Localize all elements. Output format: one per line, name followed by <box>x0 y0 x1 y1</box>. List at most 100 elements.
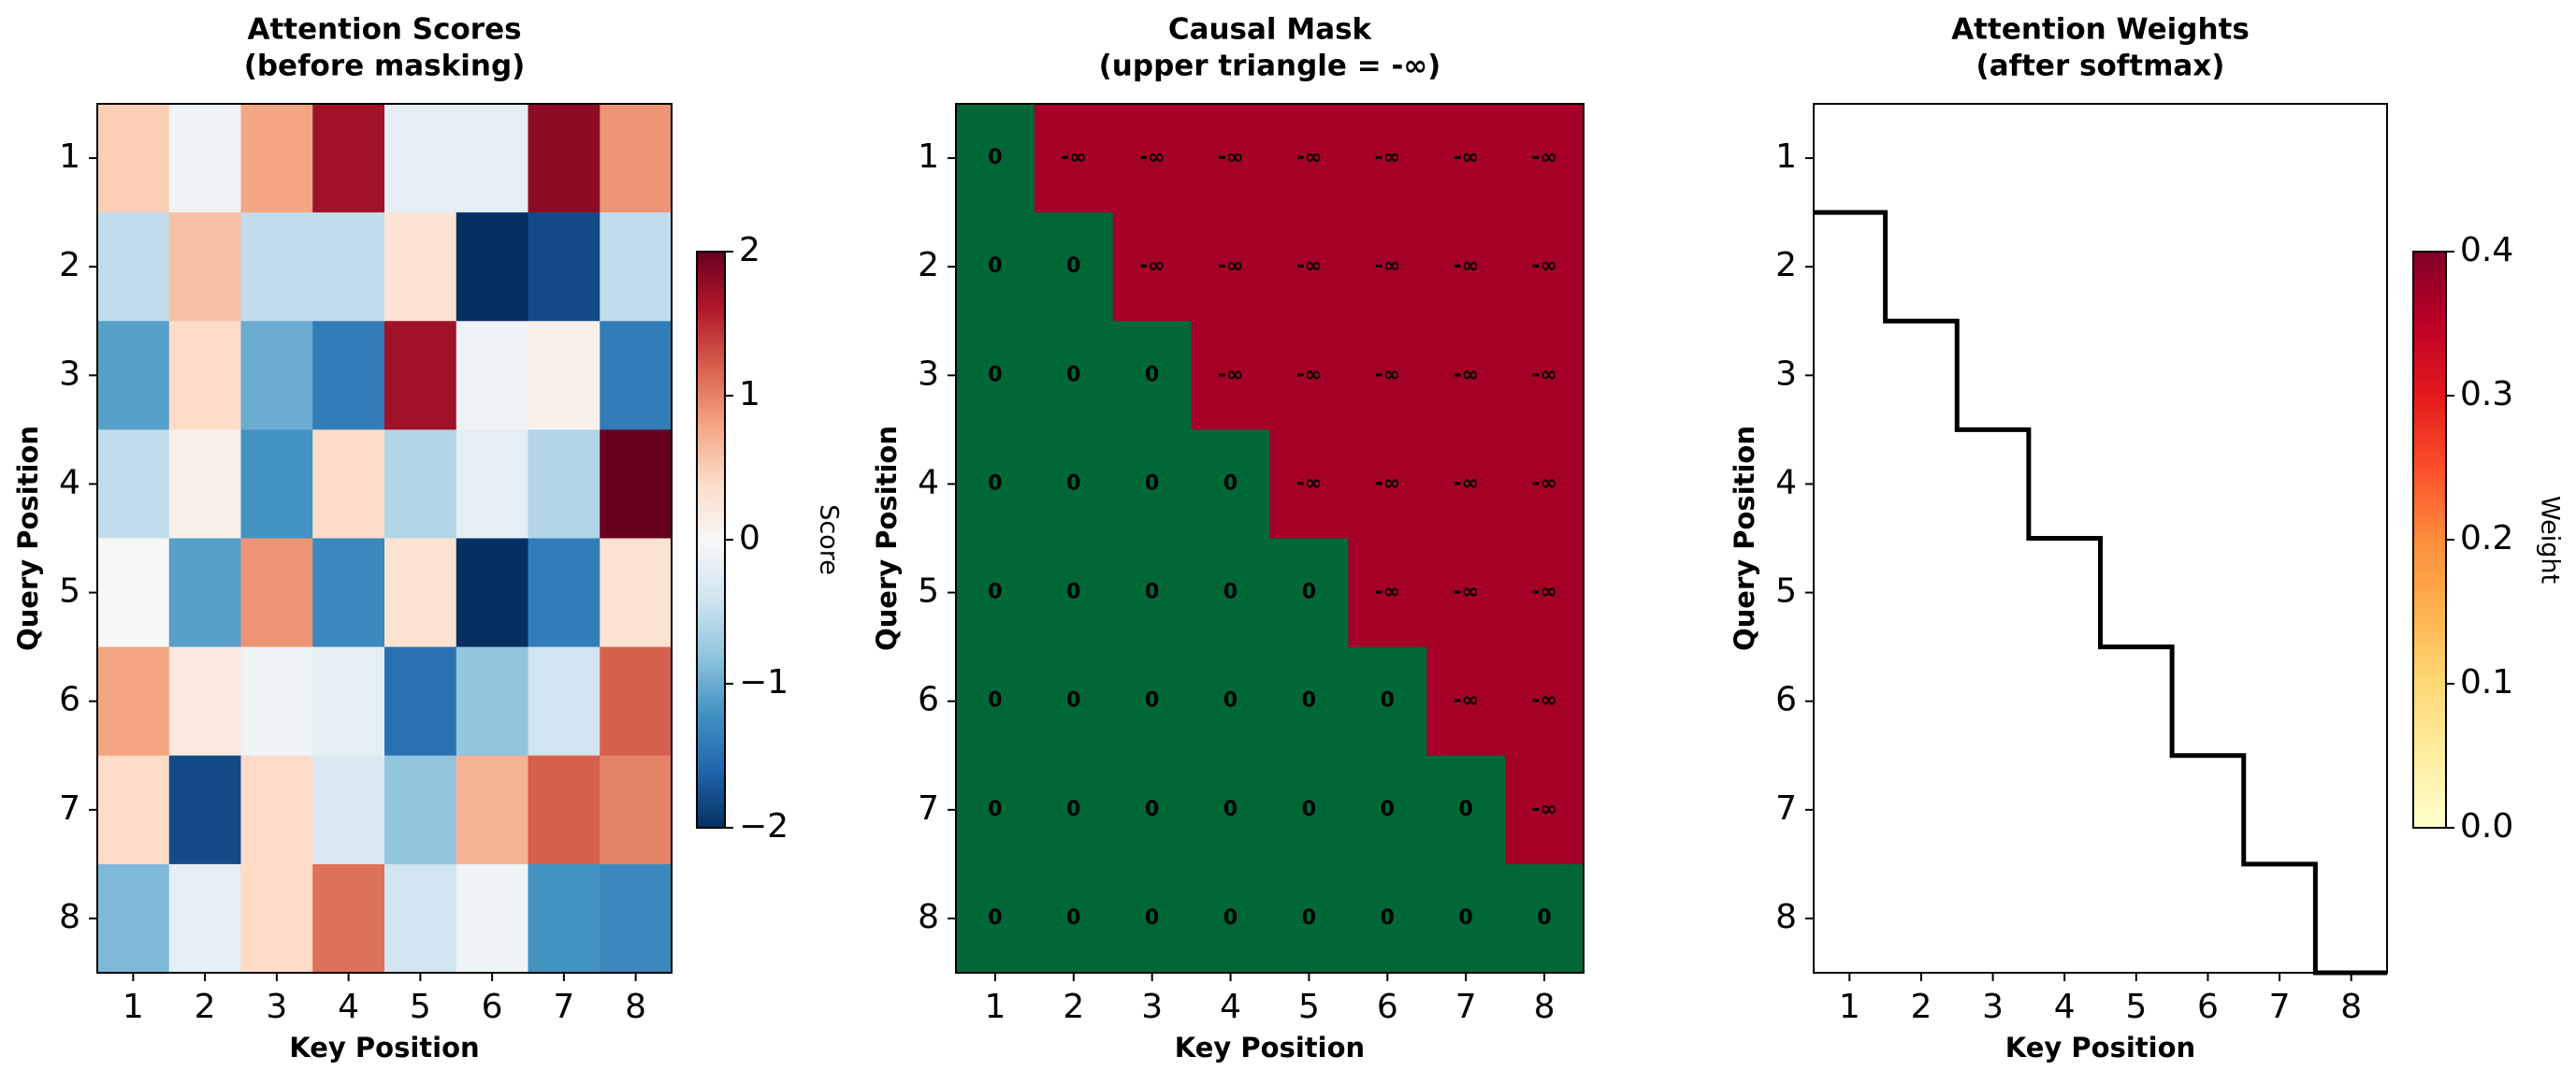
y-tick-label: 4 <box>59 463 80 501</box>
y-axis-label: Query Position <box>12 426 44 651</box>
cell-label: 0 <box>1066 689 1080 713</box>
colorbar <box>696 251 726 829</box>
heatmap-cell <box>600 212 673 322</box>
heatmap-cell <box>528 863 601 974</box>
y-tick-label: 5 <box>59 572 80 611</box>
y-tick-label: 4 <box>1775 463 1797 501</box>
cell-label: -∞ <box>1531 798 1556 821</box>
colorbar-tick-label: −2 <box>739 807 789 846</box>
y-tick-label: 2 <box>918 246 939 284</box>
chart-title: (after softmax) <box>1976 50 2225 83</box>
y-tick-label: 6 <box>1775 681 1797 719</box>
mask-cell <box>1348 321 1427 430</box>
mask-cell <box>1426 212 1506 322</box>
x-tick-label: 6 <box>482 988 503 1026</box>
mask-cell <box>1505 863 1585 974</box>
mask-cell <box>1348 538 1427 648</box>
cell-label: 0 <box>1302 906 1316 930</box>
heatmap-cell <box>600 646 673 757</box>
x-axis-label: Key Position <box>2005 1032 2195 1063</box>
heatmap-cell <box>384 755 457 865</box>
heatmap-cell <box>240 863 313 974</box>
mask-cell <box>1426 321 1506 430</box>
cell-label: 0 <box>1066 798 1080 821</box>
mask-cell <box>956 538 1035 648</box>
mask-cell <box>956 321 1035 430</box>
y-tick-label: 7 <box>1775 789 1797 828</box>
cell-label: 0 <box>1381 798 1395 821</box>
heatmap-cell <box>600 429 673 539</box>
cell-label: -∞ <box>1375 471 1400 495</box>
cell-label: -∞ <box>1531 689 1556 713</box>
x-tick-label: 3 <box>1141 988 1163 1026</box>
mask-cell <box>1034 104 1114 213</box>
cell-label: -∞ <box>1531 146 1556 169</box>
mask-cell <box>1034 321 1114 430</box>
mask-cell <box>1348 429 1427 539</box>
x-tick-label: 8 <box>2340 988 2362 1026</box>
heatmap-cell <box>168 429 241 539</box>
cell-label: 0 <box>1223 581 1237 604</box>
colorbar-label: Score <box>815 504 844 575</box>
heatmap-cell <box>240 104 313 213</box>
mask-cell <box>1191 863 1270 974</box>
heatmap-cell <box>312 104 385 213</box>
heatmap-cell <box>600 321 673 430</box>
x-tick-label: 7 <box>553 988 574 1026</box>
cell-label: -∞ <box>1531 254 1556 278</box>
heatmap-cell <box>456 755 528 865</box>
mask-cell <box>1112 863 1193 974</box>
heatmap-cell <box>312 321 385 430</box>
mask-boundary <box>1814 210 2387 976</box>
chart-title: (before masking) <box>244 50 526 83</box>
cell-label: 0 <box>1066 581 1080 604</box>
cell-label: -∞ <box>1531 581 1556 604</box>
x-tick-label: 3 <box>1982 988 2004 1026</box>
heatmap-cell <box>312 538 385 648</box>
heatmap-cell <box>97 755 170 865</box>
heatmap-cell <box>312 863 385 974</box>
cell-label: 0 <box>1145 798 1159 821</box>
x-tick-label: 7 <box>2269 988 2291 1026</box>
heatmap-cell <box>600 104 673 213</box>
heatmap-cell <box>456 104 528 213</box>
cell-label: 0 <box>988 581 1002 604</box>
heatmap-cell <box>168 104 241 213</box>
axes-frame <box>955 103 1585 974</box>
cell-label: -∞ <box>1061 146 1086 169</box>
cell-label: 0 <box>1459 798 1473 821</box>
axes-frame <box>96 103 673 974</box>
y-tick-label: 4 <box>918 463 939 501</box>
x-tick-label: 7 <box>1455 988 1477 1026</box>
cell-label: 0 <box>1145 581 1159 604</box>
y-tick-label: 8 <box>918 898 939 936</box>
mask-cell <box>1269 538 1349 648</box>
heatmap-cell <box>384 863 457 974</box>
heatmap-cell <box>168 538 241 648</box>
mask-cell <box>1426 104 1506 213</box>
mask-cell <box>1505 212 1585 322</box>
y-tick-label: 3 <box>59 354 80 393</box>
cell-label: -∞ <box>1296 146 1322 169</box>
cell-label: 0 <box>1066 363 1080 386</box>
mask-cell <box>1191 321 1270 430</box>
mask-cell <box>1505 321 1585 430</box>
mask-cell <box>1426 755 1506 865</box>
x-tick-label: 1 <box>1839 988 1860 1026</box>
cell-label: -∞ <box>1453 254 1478 278</box>
cell-label: 0 <box>988 471 1002 495</box>
mask-cell <box>1348 212 1427 322</box>
mask-cell <box>1034 863 1114 974</box>
x-tick-label: 4 <box>338 988 359 1026</box>
cell-label: -∞ <box>1453 363 1478 386</box>
heatmap-cell <box>168 863 241 974</box>
y-tick-label: 1 <box>1775 137 1797 176</box>
heatmap-cell <box>240 646 313 757</box>
mask-cell <box>1034 755 1114 865</box>
x-tick-label: 6 <box>2197 988 2219 1026</box>
cell-label: 0 <box>1302 581 1316 604</box>
colorbar-tick-label: 0.4 <box>2460 231 2513 269</box>
cell-label: -∞ <box>1375 146 1400 169</box>
mask-cell <box>1426 429 1506 539</box>
cell-label: 0 <box>1145 363 1159 386</box>
